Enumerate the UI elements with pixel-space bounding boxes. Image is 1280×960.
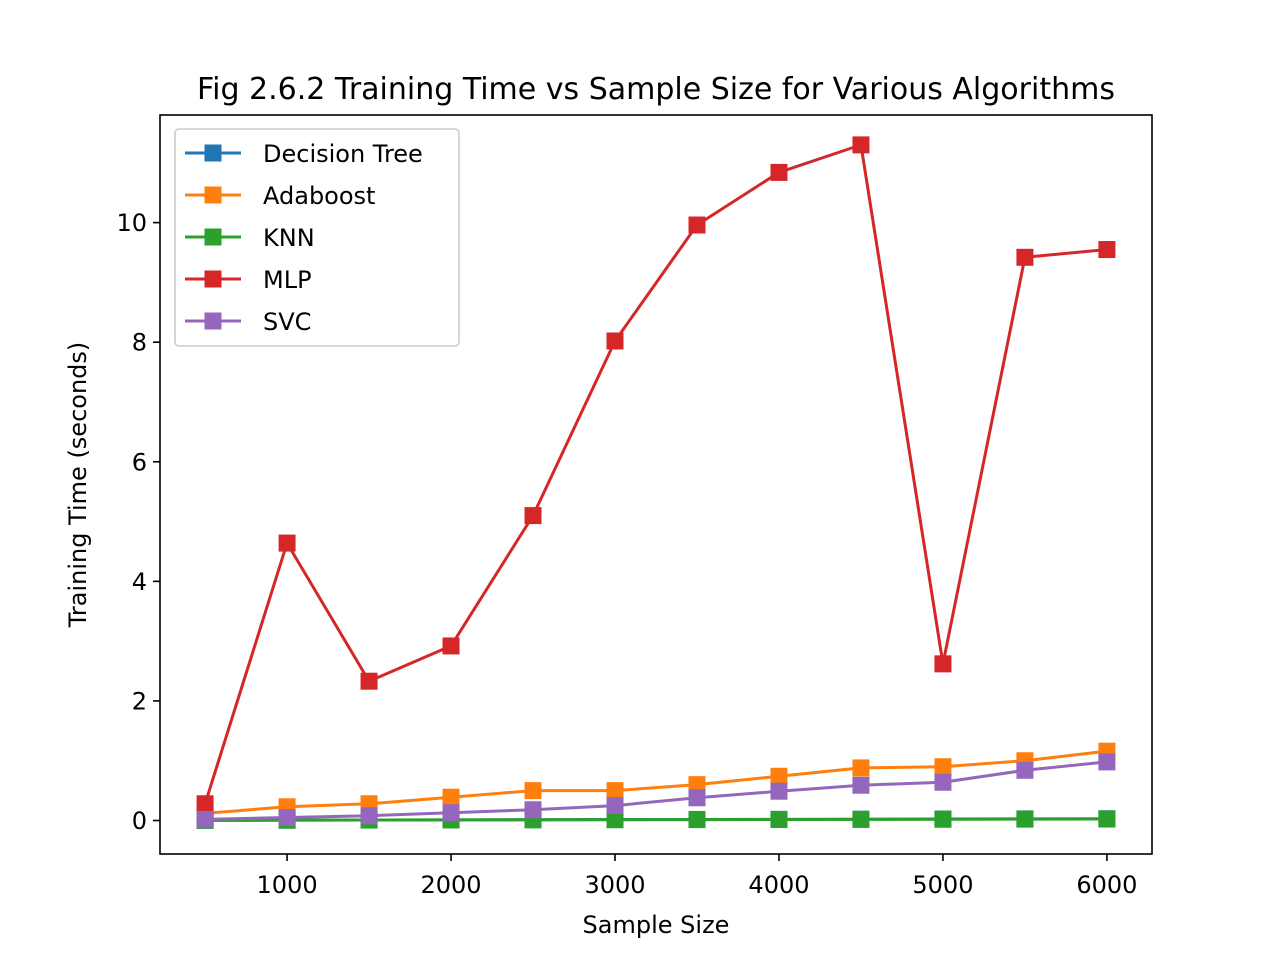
data-point xyxy=(196,810,214,828)
data-point xyxy=(934,773,952,791)
y-tick-label: 6 xyxy=(132,448,147,476)
data-point xyxy=(1098,810,1116,828)
plot-frame xyxy=(159,114,1153,855)
data-point xyxy=(278,809,296,827)
series-line xyxy=(204,749,1108,815)
legend-marker xyxy=(204,270,222,288)
chart-title: Fig 2.6.2 Training Time vs Sample Size f… xyxy=(197,72,1115,107)
data-point xyxy=(852,759,870,777)
y-tick-label: 0 xyxy=(132,807,147,835)
data-point xyxy=(1016,248,1034,266)
data-point xyxy=(770,163,788,181)
legend-marker xyxy=(204,186,222,204)
legend-marker xyxy=(204,144,222,162)
x-axis-ticks: 1000 2000 3000 4000 5000 6000 xyxy=(257,854,1137,899)
x-axis-label: Sample Size xyxy=(583,911,730,939)
y-tick-label: 10 xyxy=(116,209,147,237)
series-line xyxy=(205,817,1107,822)
data-point xyxy=(524,801,542,819)
legend-marker xyxy=(204,228,222,246)
data-point xyxy=(278,534,296,552)
series-line xyxy=(203,143,1108,805)
data-point xyxy=(934,810,952,828)
legend: Decision Tree Adaboost KNN MLP SVC xyxy=(174,128,460,347)
data-point xyxy=(934,655,952,673)
data-point xyxy=(770,811,788,829)
data-point xyxy=(360,807,378,825)
x-tick-label: 4000 xyxy=(748,871,809,899)
legend-entry: KNN xyxy=(263,224,315,252)
data-point xyxy=(770,782,788,800)
data-point xyxy=(442,637,460,655)
legend-entry: MLP xyxy=(263,266,312,294)
data-point xyxy=(934,758,952,776)
y-axis-ticks: 0 2 4 6 8 10 xyxy=(116,209,160,835)
data-point xyxy=(524,782,542,800)
data-point xyxy=(688,776,706,794)
data-point xyxy=(606,782,624,800)
data-point xyxy=(852,776,870,794)
y-tick-label: 8 xyxy=(132,329,147,357)
data-point xyxy=(360,672,378,690)
legend-box xyxy=(174,128,460,347)
x-tick-label: 1000 xyxy=(257,871,318,899)
legend-entry: SVC xyxy=(263,308,311,336)
legend-entry: Decision Tree xyxy=(263,140,423,168)
data-point xyxy=(1098,753,1116,771)
data-point xyxy=(1016,810,1034,828)
legend-entry: Adaboost xyxy=(263,182,375,210)
data-point xyxy=(688,811,706,829)
data-point xyxy=(442,804,460,822)
data-point xyxy=(524,507,542,525)
series-svc xyxy=(196,753,1116,828)
data-point xyxy=(1016,761,1034,779)
data-point xyxy=(196,795,214,813)
data-point xyxy=(688,216,706,234)
data-point xyxy=(770,767,788,785)
data-point xyxy=(606,811,624,829)
data-point xyxy=(852,136,870,154)
series-layer xyxy=(196,136,1116,829)
x-tick-label: 3000 xyxy=(584,871,645,899)
x-tick-label: 2000 xyxy=(421,871,482,899)
data-point xyxy=(688,789,706,807)
y-tick-label: 4 xyxy=(132,568,147,596)
series-mlp xyxy=(196,136,1116,813)
series-line xyxy=(205,760,1108,821)
x-tick-label: 6000 xyxy=(1076,871,1137,899)
data-point xyxy=(442,788,460,806)
legend-marker xyxy=(204,312,222,330)
y-axis-label: Training Time (seconds) xyxy=(64,342,92,629)
data-point xyxy=(606,332,624,350)
y-tick-label: 2 xyxy=(132,687,147,715)
data-point xyxy=(606,797,624,815)
data-point xyxy=(1098,241,1116,259)
x-tick-label: 5000 xyxy=(912,871,973,899)
data-point xyxy=(852,810,870,828)
